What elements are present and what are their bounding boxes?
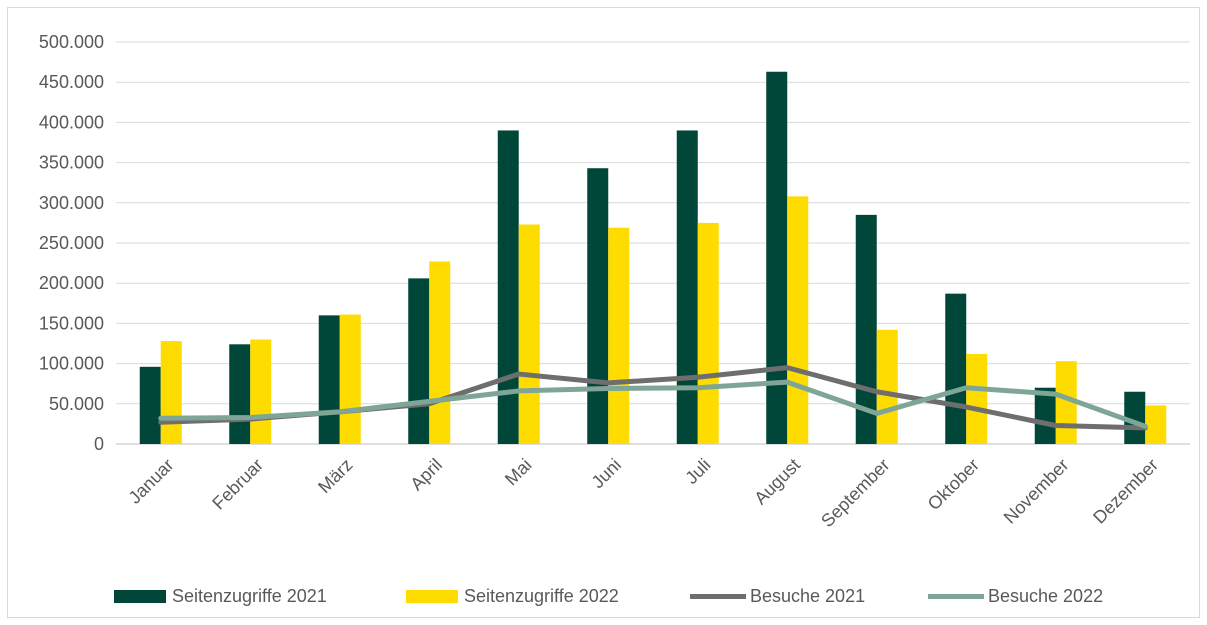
x-tick-label: März bbox=[314, 455, 356, 497]
x-tick-label: April bbox=[406, 455, 446, 495]
bar bbox=[876, 329, 898, 444]
bar bbox=[676, 130, 698, 444]
bar bbox=[1145, 405, 1167, 444]
x-tick-label: Mai bbox=[501, 455, 536, 490]
bar bbox=[518, 224, 540, 444]
x-tick-label: Januar bbox=[125, 455, 178, 508]
legend-item-seitenzugriffe-2021: Seitenzugriffe 2021 bbox=[114, 581, 327, 611]
y-tick-label: 50.000 bbox=[49, 394, 104, 414]
legend-label: Besuche 2022 bbox=[988, 585, 1104, 606]
bar bbox=[787, 196, 809, 444]
gridlines bbox=[116, 41, 1190, 445]
bar bbox=[229, 344, 251, 444]
x-tick-label: September bbox=[817, 455, 893, 531]
x-tick-label: November bbox=[1000, 455, 1073, 528]
bar bbox=[497, 130, 519, 444]
lines bbox=[158, 365, 1148, 431]
series-line bbox=[158, 365, 1148, 431]
bar bbox=[608, 227, 630, 444]
y-tick-label: 300.000 bbox=[39, 193, 104, 213]
bar bbox=[339, 314, 361, 444]
y-axis-ticks: 0 50.000 100.000 150.000 200.000 250.000 300.0… bbox=[39, 32, 104, 454]
legend-swatch bbox=[690, 593, 746, 599]
y-tick-label: 150.000 bbox=[39, 313, 104, 333]
bar bbox=[1124, 391, 1146, 444]
bar bbox=[587, 168, 609, 444]
legend-label: Seitenzugriffe 2022 bbox=[464, 585, 619, 606]
bar bbox=[139, 366, 161, 444]
x-tick-label: Dezember bbox=[1089, 455, 1162, 528]
legend-item-besuche-2021: Besuche 2021 bbox=[690, 581, 865, 611]
bar bbox=[160, 341, 182, 444]
x-tick-label: Juni bbox=[588, 455, 625, 492]
y-tick-label: 450.000 bbox=[39, 72, 104, 92]
bar bbox=[318, 315, 340, 444]
bar bbox=[250, 339, 272, 444]
legend-swatch bbox=[928, 593, 984, 599]
legend-swatch bbox=[406, 589, 458, 603]
bar bbox=[429, 261, 451, 444]
x-axis-ticks: Januar Februar März April Mai Juni Juli August S… bbox=[125, 455, 1163, 531]
legend-item-seitenzugriffe-2022: Seitenzugriffe 2022 bbox=[406, 581, 619, 611]
bar bbox=[1034, 387, 1056, 444]
y-tick-label: 400.000 bbox=[39, 112, 104, 132]
bar bbox=[408, 278, 430, 444]
legend: Seitenzugriffe 2021 Seitenzugriffe 2022 … bbox=[0, 581, 1207, 611]
x-tick-label: August bbox=[750, 455, 804, 509]
x-tick-label: Oktober bbox=[924, 455, 983, 514]
y-tick-label: 100.000 bbox=[39, 354, 104, 374]
bar bbox=[697, 222, 719, 444]
legend-swatch bbox=[114, 589, 166, 603]
x-tick-label: Februar bbox=[208, 455, 267, 514]
y-tick-label: 200.000 bbox=[39, 273, 104, 293]
x-tick-label: Juli bbox=[681, 455, 714, 488]
y-tick-label: 250.000 bbox=[39, 233, 104, 253]
legend-label: Besuche 2021 bbox=[750, 585, 866, 606]
legend-item-besuche-2022: Besuche 2022 bbox=[928, 581, 1103, 611]
series-line bbox=[158, 379, 1148, 429]
bar bbox=[766, 71, 788, 445]
bar bbox=[966, 353, 988, 444]
y-tick-label: 500.000 bbox=[39, 32, 104, 52]
legend-label: Seitenzugriffe 2021 bbox=[172, 585, 327, 606]
y-tick-label: 0 bbox=[94, 434, 104, 454]
y-tick-label: 350.000 bbox=[39, 153, 104, 173]
bar bbox=[945, 293, 967, 444]
